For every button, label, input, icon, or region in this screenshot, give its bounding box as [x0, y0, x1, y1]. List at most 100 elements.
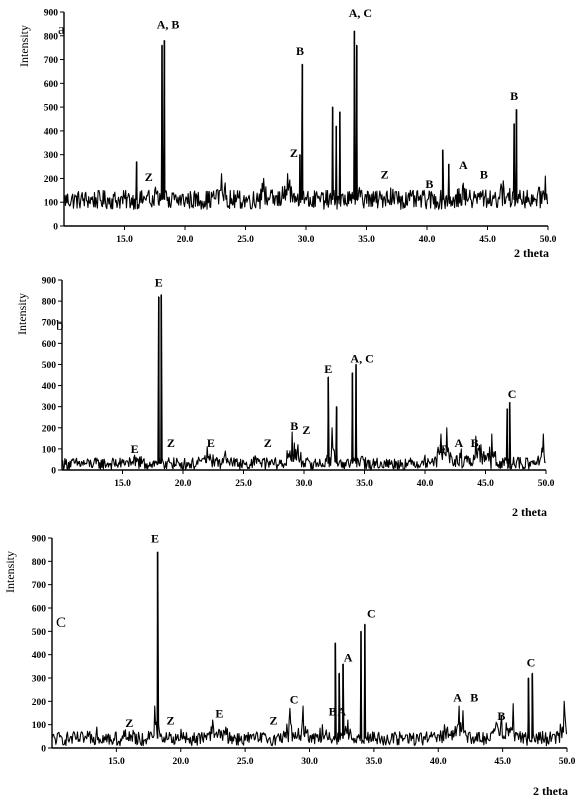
y-tick-label: 500 — [42, 361, 57, 371]
x-tick-label: 50.0 — [540, 235, 557, 245]
xrd-panel-2: 0 100 200 300 400 500 600 700 800 900 15.0 20.0 25.0… — [15, 275, 555, 519]
y-tick-label: 100 — [32, 721, 47, 731]
peak-annotation: B — [471, 436, 479, 450]
x-tick-label: 35.0 — [358, 235, 375, 245]
diffraction-trace — [51, 551, 568, 747]
y-tick-label: 600 — [32, 605, 47, 615]
peak-annotation: E — [324, 362, 332, 376]
xrd-panel-1: 0 100 200 300 400 500 600 700 800 900 15.0 20.0 25.0… — [17, 6, 557, 260]
peak-annotation: Z — [264, 436, 272, 450]
y-tick-label: 200 — [44, 175, 59, 185]
x-tick-label: 30.0 — [296, 479, 313, 489]
peak-annotation: Z — [269, 714, 277, 728]
y-tick-label: 600 — [42, 340, 57, 350]
x-tick-label: 25.0 — [237, 235, 254, 245]
peak-annotation: Z — [166, 714, 174, 728]
y-tick-label: 400 — [44, 127, 59, 137]
y-tick-label: 900 — [42, 277, 57, 287]
peak-annotation: A, C — [349, 6, 372, 20]
peak-annotation: C — [367, 606, 376, 620]
x-tick-label: 20.0 — [172, 757, 189, 767]
y-tick-label: 500 — [44, 104, 59, 114]
y-tick-label: 300 — [32, 675, 47, 685]
y-tick-label: 700 — [42, 319, 57, 329]
y-tick-label: 400 — [42, 382, 57, 392]
peak-annotation: B — [329, 704, 337, 718]
y-tick-label: 900 — [44, 9, 59, 19]
peak-annotation: A — [344, 651, 353, 665]
peak-annotation: C — [290, 693, 299, 707]
x-tick-label: 35.0 — [366, 757, 383, 767]
x-tick-label: 40.0 — [417, 479, 434, 489]
peak-annotation: E — [439, 442, 447, 456]
peak-annotation: C — [508, 387, 517, 401]
peak-annotation: A — [453, 690, 462, 704]
peak-annotation: E — [155, 275, 163, 289]
peak-annotation: B — [497, 709, 505, 723]
x-tick-label: 50.0 — [538, 479, 555, 489]
peak-annotation: Z — [145, 170, 153, 184]
x-tick-label: 15.0 — [108, 757, 125, 767]
y-tick-label: 0 — [51, 467, 56, 477]
x-tick-label: 30.0 — [298, 235, 315, 245]
peak-annotation: A — [337, 704, 346, 718]
peak-annotation: E — [215, 707, 223, 721]
y-tick-label: 500 — [32, 628, 47, 638]
x-tick-label: 40.0 — [419, 235, 436, 245]
peak-annotation: E — [151, 532, 159, 546]
diffraction-trace — [63, 30, 549, 210]
y-tick-label: 300 — [42, 403, 57, 413]
y-tick-label: 100 — [44, 199, 59, 209]
panel-label: C — [56, 615, 66, 631]
y-tick-label: 700 — [32, 581, 47, 591]
y-tick-label: 400 — [32, 651, 47, 661]
y-tick-label: 600 — [44, 80, 59, 90]
x-axis-label: 2 theta — [514, 246, 549, 260]
x-tick-label: 45.0 — [479, 235, 496, 245]
x-tick-label: 25.0 — [237, 757, 254, 767]
x-tick-label: 50.0 — [559, 757, 576, 767]
y-axis-label: Intensity — [17, 25, 31, 67]
y-tick-label: 0 — [53, 223, 58, 233]
y-tick-label: 800 — [42, 298, 57, 308]
peak-annotation: Z — [381, 167, 389, 181]
y-axis-label: Intensity — [15, 293, 29, 335]
panel-label: a — [58, 22, 65, 38]
y-tick-label: 800 — [32, 558, 47, 568]
x-tick-label: 15.0 — [114, 479, 131, 489]
peak-annotation: B — [470, 690, 478, 704]
x-tick-label: 40.0 — [430, 757, 447, 767]
y-tick-label: 900 — [32, 535, 47, 545]
peak-annotation: B — [510, 89, 518, 103]
y-tick-label: 300 — [44, 151, 59, 161]
x-tick-label: 30.0 — [301, 757, 318, 767]
diffraction-trace — [61, 294, 546, 471]
peak-annotation: B — [480, 167, 488, 181]
peak-annotation: A, B — [157, 18, 180, 32]
peak-annotation: Z — [290, 146, 298, 160]
y-tick-label: 200 — [42, 424, 57, 434]
x-axis-label: 2 theta — [512, 505, 547, 519]
x-tick-label: 20.0 — [175, 479, 192, 489]
x-tick-label: 45.0 — [494, 757, 511, 767]
peak-annotation: B — [290, 419, 298, 433]
y-tick-label: 0 — [41, 745, 46, 755]
y-tick-label: 200 — [32, 698, 47, 708]
peak-annotation: Z — [125, 716, 133, 730]
x-tick-label: 45.0 — [477, 479, 494, 489]
y-axis-label: Intensity — [3, 551, 17, 593]
peak-annotation: E — [131, 442, 139, 456]
peak-annotation: E — [207, 436, 215, 450]
x-tick-label: 15.0 — [116, 235, 133, 245]
peak-annotation: C — [527, 655, 536, 669]
x-axis-label: 2 theta — [533, 784, 568, 798]
peak-annotation: Z — [302, 423, 310, 437]
peak-annotation: A — [455, 436, 464, 450]
xrd-panel-3: 0 100 200 300 400 500 600 700 800 900 15.0 20.0 25.0… — [3, 532, 576, 798]
peak-annotation: B — [425, 177, 433, 191]
peak-annotation: B — [296, 44, 304, 58]
peak-annotation: A — [459, 158, 468, 172]
x-tick-label: 25.0 — [235, 479, 252, 489]
panel-label: b — [56, 318, 64, 334]
